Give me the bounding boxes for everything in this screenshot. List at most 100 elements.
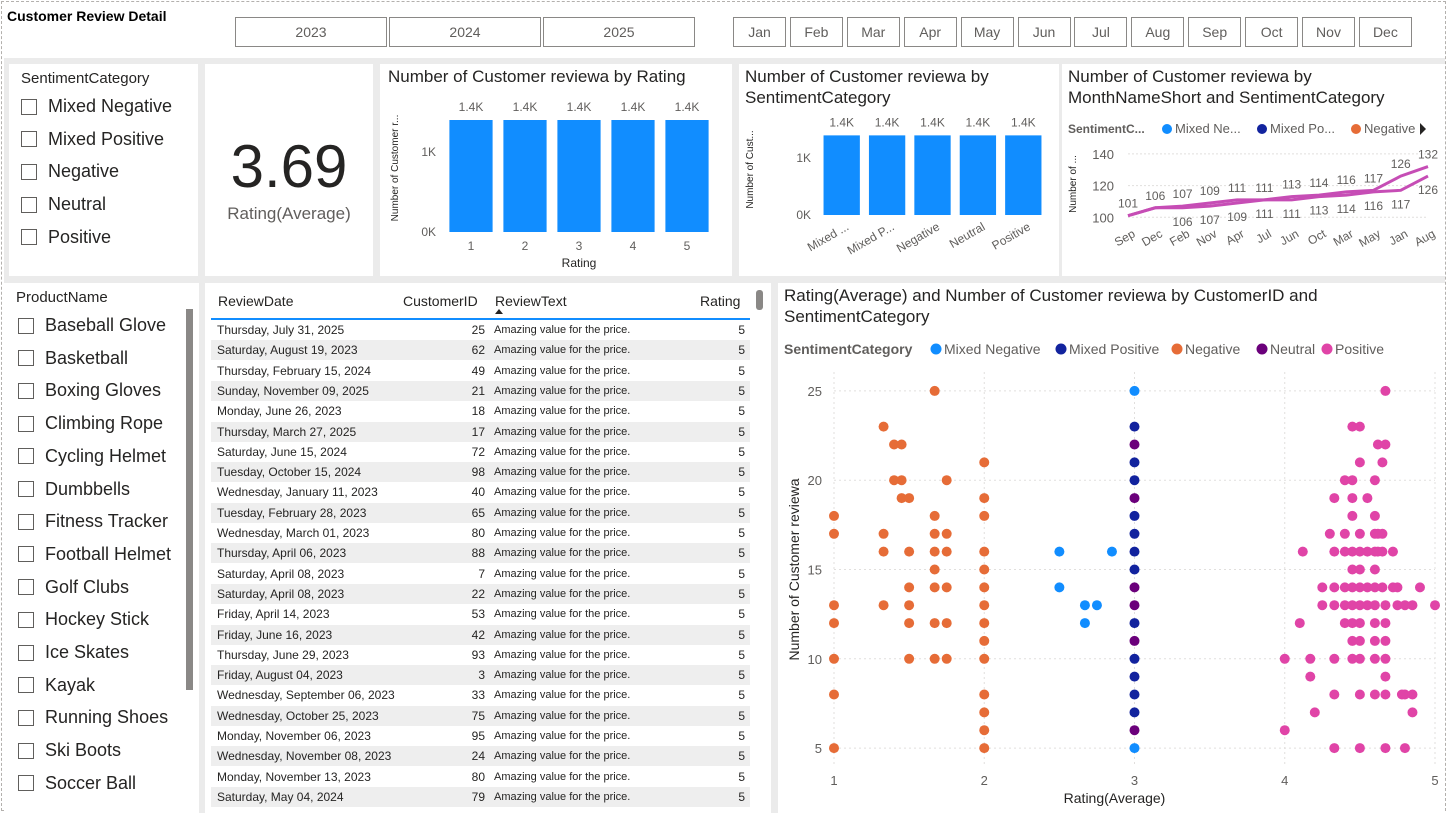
month-button-oct[interactable]: Oct bbox=[1245, 17, 1299, 47]
scatter-point[interactable] bbox=[1129, 618, 1140, 629]
checkbox-icon[interactable] bbox=[18, 448, 34, 465]
scatter-point[interactable] bbox=[1129, 743, 1140, 754]
checkbox-icon[interactable] bbox=[18, 546, 34, 563]
bar[interactable] bbox=[823, 135, 860, 215]
scatter-point[interactable] bbox=[829, 618, 839, 629]
month-button-aug[interactable]: Aug bbox=[1131, 17, 1185, 47]
checkbox-icon[interactable] bbox=[18, 775, 34, 792]
scatter-point[interactable] bbox=[1129, 475, 1140, 486]
scatter-point[interactable] bbox=[1369, 635, 1380, 646]
scatter-point[interactable] bbox=[929, 528, 940, 539]
scatter-point[interactable] bbox=[1407, 707, 1418, 718]
slicer-option[interactable]: Football Helmet bbox=[18, 544, 171, 565]
slicer-option[interactable]: Running Shoes bbox=[18, 707, 168, 728]
scatter-point[interactable] bbox=[1369, 582, 1380, 593]
scatter-point[interactable] bbox=[1347, 635, 1358, 646]
scatter-point[interactable] bbox=[1354, 635, 1365, 646]
slicer-option[interactable]: Positive bbox=[21, 227, 111, 248]
bar[interactable] bbox=[557, 120, 601, 232]
slicer-option[interactable]: Boxing Gloves bbox=[18, 380, 161, 401]
table-row[interactable]: Thursday, March 27, 2025 17 Amazing value … bbox=[211, 421, 750, 442]
scatter-point[interactable] bbox=[1392, 582, 1403, 593]
scatter-point[interactable] bbox=[1106, 546, 1117, 557]
scatter-point[interactable] bbox=[1329, 653, 1340, 664]
scatter-point[interactable] bbox=[1305, 653, 1316, 664]
scatter-point[interactable] bbox=[1354, 528, 1365, 539]
table-row[interactable]: Wednesday, October 25, 2023 75 Amazing val… bbox=[211, 705, 750, 726]
scatter-point[interactable] bbox=[1329, 600, 1340, 611]
table-row[interactable]: Wednesday, January 11, 2023 40 Amazing val… bbox=[211, 482, 750, 502]
scatter-point[interactable] bbox=[1362, 546, 1373, 557]
scatter-point[interactable] bbox=[1347, 618, 1358, 629]
scatter-point[interactable] bbox=[1347, 653, 1358, 664]
table-row[interactable]: Wednesday, September 06, 2023 33 Amazing v… bbox=[211, 685, 750, 705]
scatter-point[interactable] bbox=[1354, 421, 1365, 432]
checkbox-icon[interactable] bbox=[18, 350, 34, 367]
scatter-point[interactable] bbox=[1129, 635, 1140, 646]
scatter-point[interactable] bbox=[1329, 689, 1340, 700]
scatter-point[interactable] bbox=[1347, 475, 1358, 486]
scatter-point[interactable] bbox=[929, 653, 940, 664]
bar[interactable] bbox=[959, 135, 997, 215]
scatter-point[interactable] bbox=[1369, 689, 1380, 700]
scatter-point[interactable] bbox=[1354, 582, 1365, 593]
table-row[interactable]: Friday, August 04, 2023 3 Amazing value fo… bbox=[211, 665, 750, 686]
scatter-point[interactable] bbox=[941, 582, 952, 593]
scatter-point[interactable] bbox=[929, 546, 940, 557]
scatter-point[interactable] bbox=[1354, 546, 1365, 557]
table-row[interactable]: Friday, April 14, 2023 53 Amazing value fo… bbox=[211, 604, 750, 624]
scatter-point[interactable] bbox=[1362, 493, 1373, 504]
scatter-point[interactable] bbox=[929, 564, 940, 575]
scatter-point[interactable] bbox=[979, 457, 990, 468]
scatter-point[interactable] bbox=[941, 528, 952, 539]
scatter-point[interactable] bbox=[1129, 385, 1140, 396]
table-row[interactable]: Tuesday, October 15, 2024 98 Amazing value… bbox=[211, 462, 750, 483]
scatter-point[interactable] bbox=[1347, 582, 1358, 593]
table-row[interactable]: Thursday, April 06, 2023 88 Amazing value … bbox=[211, 543, 750, 564]
product-slicer-scrollbar[interactable] bbox=[186, 309, 193, 690]
scatter-point[interactable] bbox=[896, 493, 907, 504]
slicer-option[interactable]: Dumbbells bbox=[18, 479, 130, 500]
scatter-point[interactable] bbox=[1305, 671, 1316, 682]
checkbox-icon[interactable] bbox=[21, 131, 37, 148]
scatter-point[interactable] bbox=[904, 582, 915, 593]
bar[interactable] bbox=[1005, 135, 1042, 215]
scatter-point[interactable] bbox=[829, 528, 839, 539]
scatter-point[interactable] bbox=[1399, 743, 1410, 754]
scatter-point[interactable] bbox=[1380, 618, 1391, 629]
checkbox-icon[interactable] bbox=[18, 677, 34, 694]
scatter-point[interactable] bbox=[1387, 546, 1398, 557]
scatter-point[interactable] bbox=[1347, 564, 1358, 575]
scatter-point[interactable] bbox=[979, 707, 990, 718]
scatter-point[interactable] bbox=[1317, 600, 1328, 611]
scatter-point[interactable] bbox=[979, 689, 990, 700]
scatter-point[interactable] bbox=[929, 582, 940, 593]
scatter-point[interactable] bbox=[1347, 510, 1358, 521]
scatter-point[interactable] bbox=[1129, 421, 1140, 432]
scatter-point[interactable] bbox=[904, 600, 915, 611]
checkbox-icon[interactable] bbox=[18, 579, 34, 596]
scatter-point[interactable] bbox=[1079, 618, 1090, 629]
scatter-point[interactable] bbox=[979, 635, 990, 646]
scatter-point[interactable] bbox=[1309, 707, 1320, 718]
scatter-point[interactable] bbox=[1129, 546, 1140, 557]
scatter-point[interactable] bbox=[904, 493, 915, 504]
scatter-point[interactable] bbox=[1354, 564, 1365, 575]
scatter-point[interactable] bbox=[941, 653, 952, 664]
scatter-point[interactable] bbox=[1369, 510, 1380, 521]
scatter-point[interactable] bbox=[1129, 528, 1140, 539]
scatter-point[interactable] bbox=[929, 510, 940, 521]
scatter-point[interactable] bbox=[1369, 600, 1380, 611]
scatter-point[interactable] bbox=[1369, 653, 1380, 664]
table-row[interactable]: Wednesday, November 08, 2023 24 Amazing va… bbox=[211, 746, 750, 767]
checkbox-icon[interactable] bbox=[18, 513, 34, 530]
table-row[interactable]: Saturday, August 19, 2023 62 Amazing value… bbox=[211, 340, 750, 361]
table-row[interactable]: Tuesday, February 28, 2023 65 Amazing valu… bbox=[211, 502, 750, 523]
scatter-point[interactable] bbox=[1329, 546, 1340, 557]
checkbox-icon[interactable] bbox=[21, 229, 37, 246]
scatter-point[interactable] bbox=[1399, 600, 1410, 611]
scatter-point[interactable] bbox=[1354, 457, 1365, 468]
slicer-option[interactable]: Negative bbox=[21, 161, 119, 182]
slicer-option[interactable]: Cycling Helmet bbox=[18, 446, 166, 467]
scatter-point[interactable] bbox=[1347, 493, 1358, 504]
